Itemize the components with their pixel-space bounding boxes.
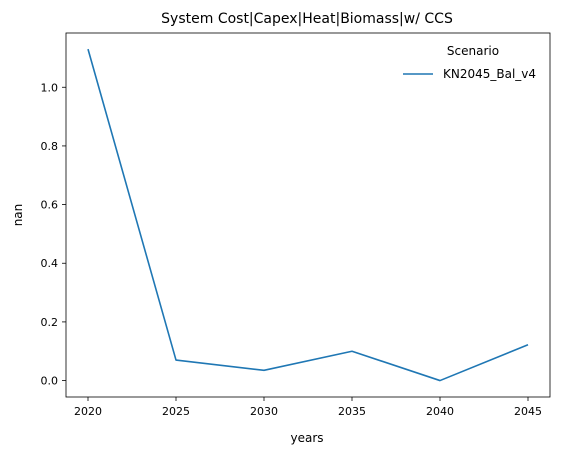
series-line: [87, 48, 529, 382]
plot-area: [65, 32, 551, 398]
x-tick-label: 2020: [74, 405, 102, 418]
x-tick-label: 2030: [250, 405, 278, 418]
x-tick-label: 2035: [338, 405, 366, 418]
series-layer: [87, 48, 529, 382]
x-tick-label: 2040: [426, 405, 454, 418]
plot-frame: [65, 32, 551, 398]
y-tick-label: 1.0: [41, 81, 59, 94]
y-axis: 0.0 0.2 0.4 0.6 0.8 1.0: [41, 81, 66, 388]
y-tick-label: 0.0: [41, 375, 59, 388]
y-tick-label: 0.8: [41, 140, 59, 153]
y-tick-label: 0.2: [41, 316, 59, 329]
chart-title: System Cost|Capex|Heat|Biomass|w/ CCS: [161, 11, 453, 27]
y-tick-label: 0.4: [41, 257, 59, 270]
legend-label: KN2045_Bal_v4: [443, 67, 536, 81]
legend: Scenario KN2045_Bal_v4: [403, 44, 536, 81]
x-tick-label: 2045: [514, 405, 542, 418]
x-tick-label: 2025: [162, 405, 190, 418]
x-axis-label: years: [290, 431, 323, 445]
legend-title: Scenario: [447, 44, 499, 58]
y-tick-label: 0.6: [41, 199, 59, 212]
x-axis: 2020 2025 2030 2035 2040 2045: [74, 397, 542, 418]
y-axis-label: nan: [11, 204, 25, 227]
